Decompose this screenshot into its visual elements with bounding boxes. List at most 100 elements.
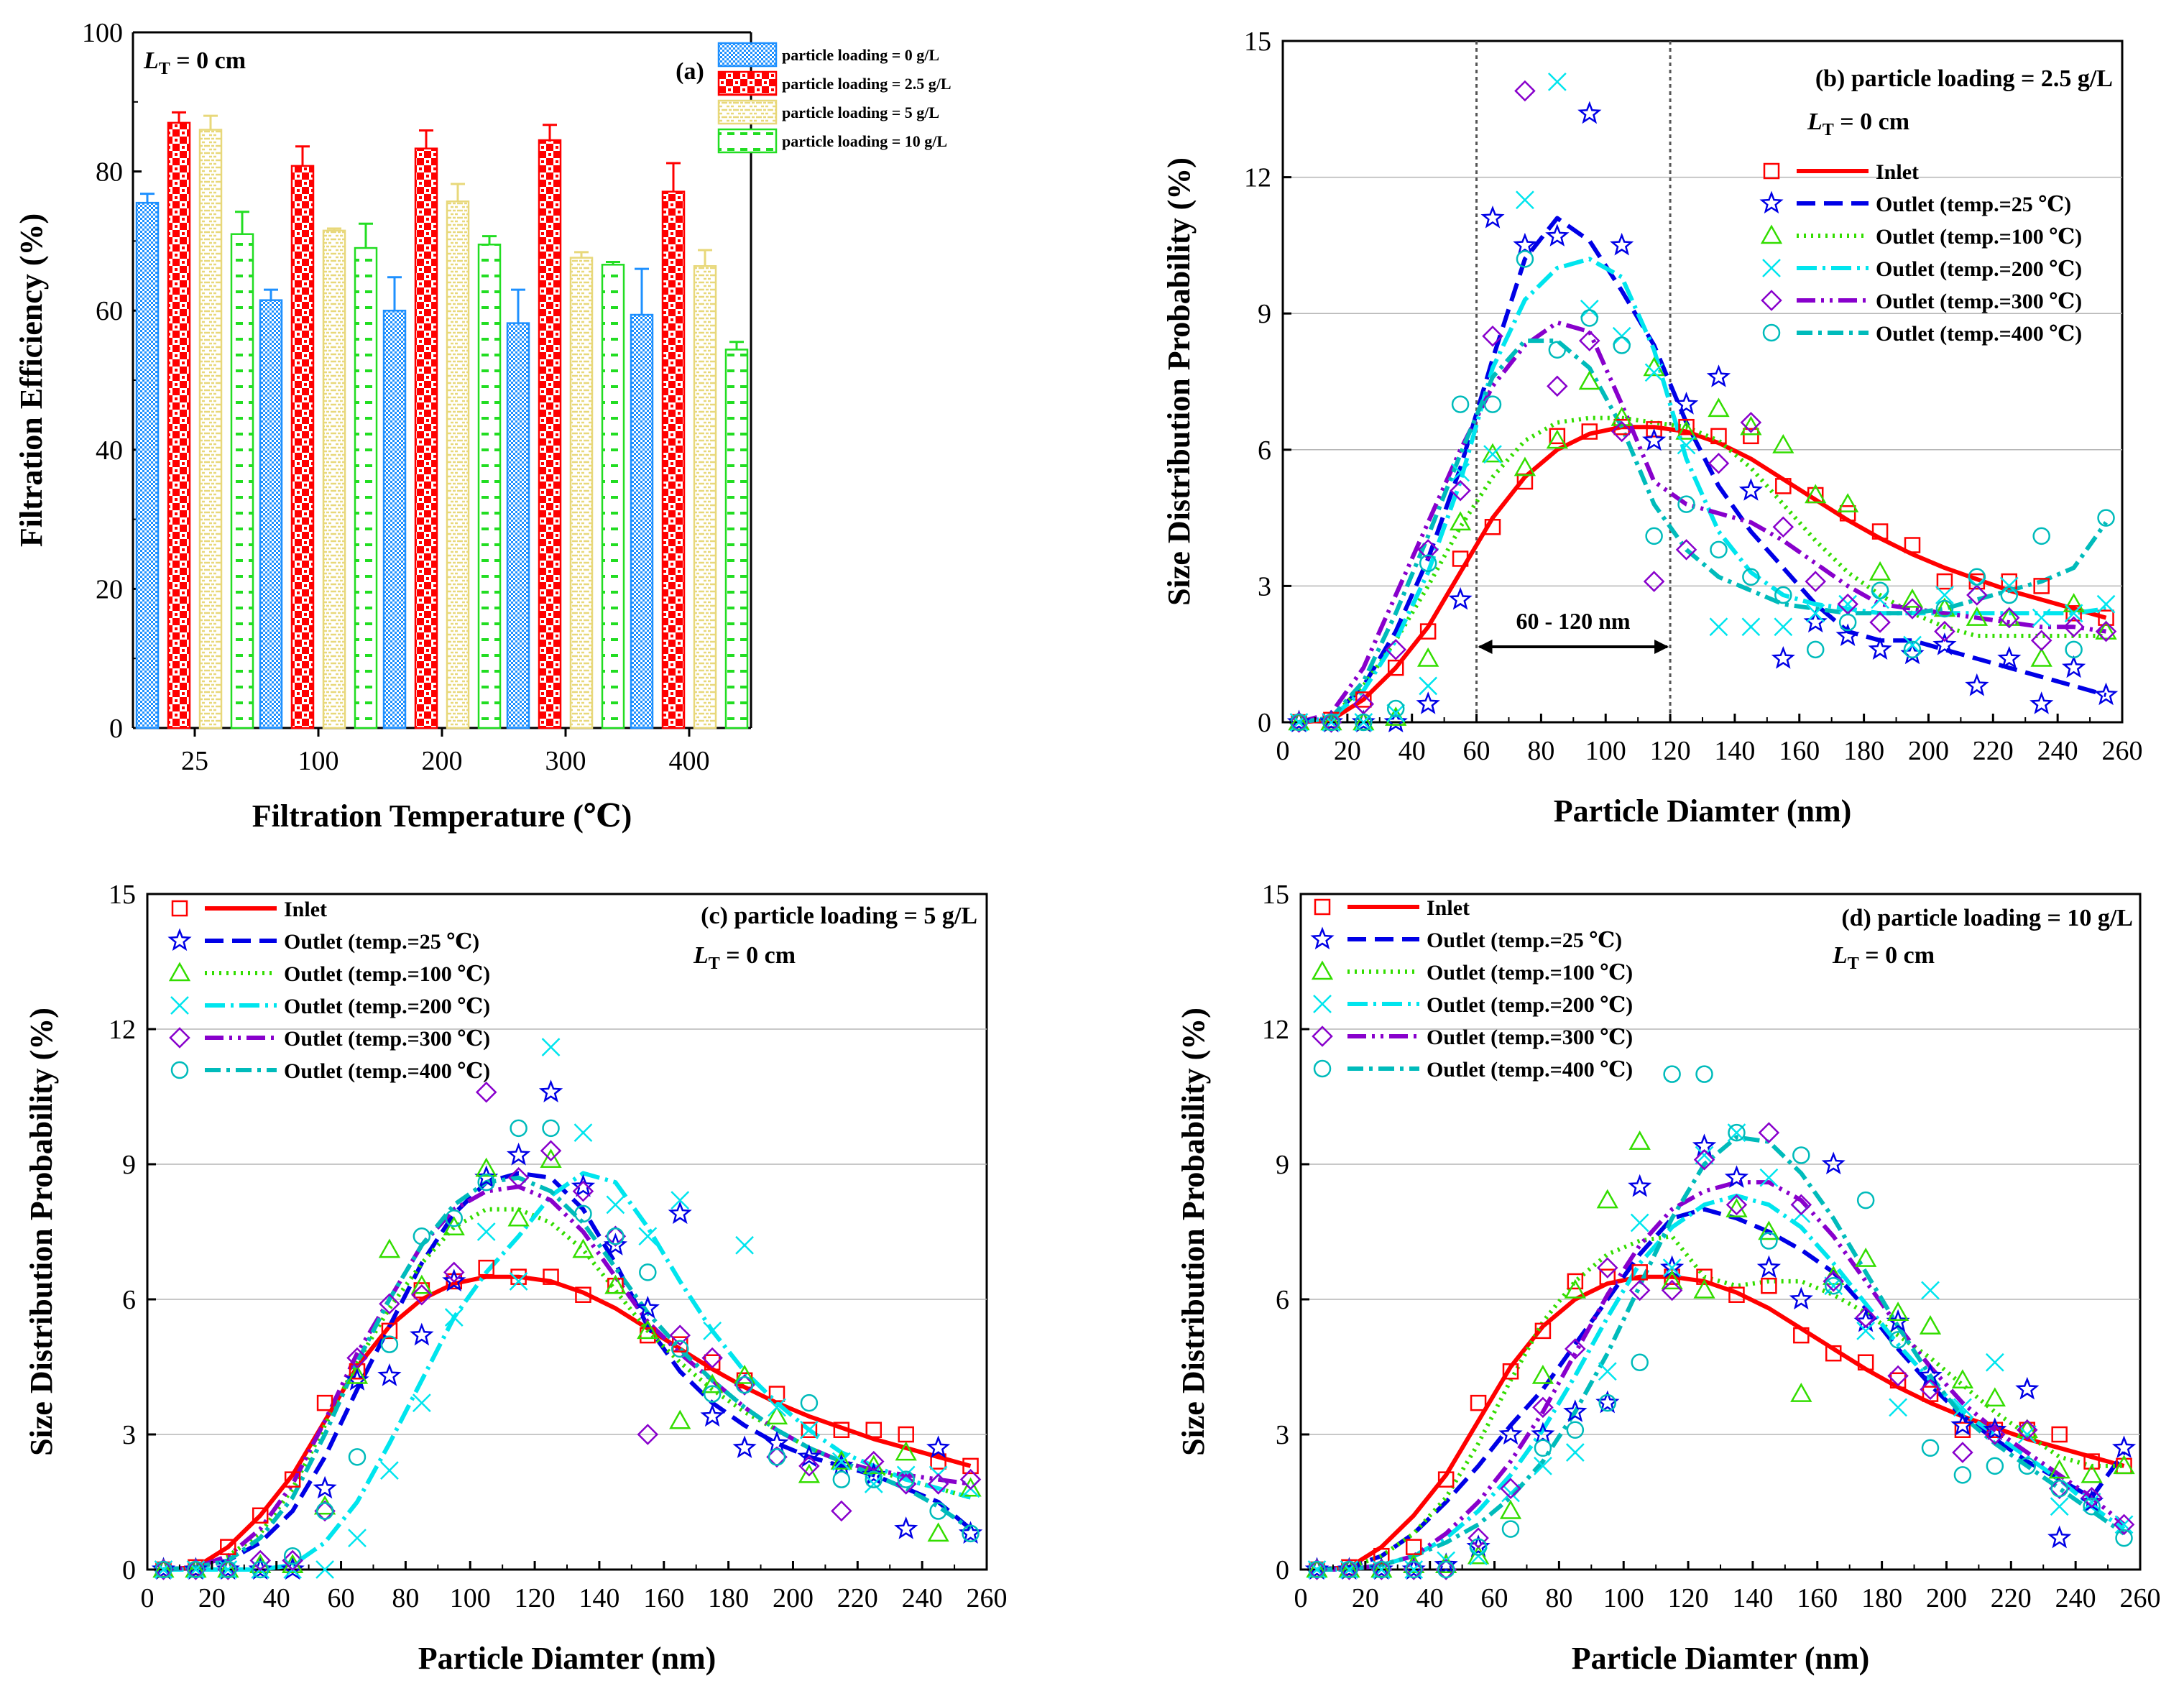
a-legend: particle loading = 0 g/L particle loading… <box>717 42 952 154</box>
data-point <box>1467 1527 1489 1549</box>
data-point <box>442 1268 466 1292</box>
a-y-tick-label: 60 <box>96 296 123 326</box>
data-point <box>638 1227 658 1246</box>
a-x-tick-label: 100 <box>298 746 339 776</box>
b-legend-label: Outlet (temp.=400 ℃) <box>1876 322 2082 346</box>
d-y-axis-title: Size Distribution Probability (%) <box>1176 1008 1211 1456</box>
data-point <box>1805 484 1827 504</box>
data-point <box>930 1453 946 1470</box>
a-bar <box>724 349 749 729</box>
data-point <box>1824 1276 1843 1295</box>
data-point <box>1435 1559 1457 1580</box>
data-point <box>2029 691 2054 714</box>
d-legend-label: Outlet (temp.=100 ℃) <box>1427 961 1633 985</box>
data-point <box>2083 1498 2101 1516</box>
d-condition-label: LT = 0 cm <box>1832 942 1935 973</box>
data-point <box>349 1363 366 1380</box>
c-y-axis-title: Size Distribution Probability (%) <box>24 1008 59 1456</box>
data-point <box>1451 395 1470 413</box>
b-y-tick-label: 12 <box>1244 163 1271 193</box>
b-x-tick-label: 0 <box>1276 736 1290 766</box>
d-legend-label: Outlet (temp.=400 ℃) <box>1427 1058 1633 1082</box>
data-point <box>1855 1307 1876 1328</box>
data-point <box>1803 609 1828 633</box>
data-point <box>443 1261 465 1284</box>
data-point <box>1419 554 1437 573</box>
a-bar <box>259 299 283 729</box>
b-x-tick-label: 240 <box>2037 736 2078 766</box>
data-point <box>542 1119 560 1138</box>
data-point <box>2032 527 2050 545</box>
data-point <box>1664 1268 1680 1285</box>
d-y-tick-label: 15 <box>1262 880 1289 910</box>
data-point <box>1728 1123 1746 1142</box>
b-legend-label: Inlet <box>1876 160 1919 184</box>
b-range-arrow-head-left <box>1478 640 1493 654</box>
data-point <box>2033 578 2050 594</box>
a-legend-label: particle loading = 5 g/L <box>782 103 939 121</box>
data-point <box>1565 1338 1586 1360</box>
data-point <box>445 1209 464 1227</box>
d-legend-label: Outlet (temp.=300 ℃) <box>1427 1026 1633 1049</box>
a-bar <box>354 246 378 729</box>
a-y-tick-label: 40 <box>96 436 123 466</box>
data-point <box>959 1468 982 1490</box>
c-x-tick-label: 220 <box>837 1583 878 1613</box>
data-point <box>1513 232 1537 256</box>
data-point <box>1417 539 1439 561</box>
data-point <box>1871 581 1889 599</box>
b-points <box>1286 72 2119 733</box>
b-legend-label: Outlet (temp.=25 ℃) <box>1876 193 2071 216</box>
data-point <box>734 1374 755 1396</box>
data-point <box>1774 617 1793 637</box>
a-legend-swatch <box>717 128 778 154</box>
data-point <box>1936 573 1953 590</box>
data-point <box>2113 1513 2135 1536</box>
data-point <box>1516 250 1534 268</box>
data-point <box>1373 1547 1390 1565</box>
data-point <box>1934 620 1955 642</box>
data-point <box>1631 1264 1648 1281</box>
data-point <box>1763 162 1780 180</box>
data-point <box>703 1385 722 1403</box>
data-point <box>507 1207 530 1227</box>
data-point <box>1514 80 1536 102</box>
b-x-tick-label: 80 <box>1527 736 1554 766</box>
data-point <box>282 1549 303 1572</box>
data-point <box>1499 1499 1522 1519</box>
data-point <box>1320 711 1342 733</box>
data-point <box>798 1463 821 1483</box>
c-x-tick-label: 60 <box>328 1583 355 1613</box>
d-legend-label: Inlet <box>1427 896 1470 920</box>
data-point <box>1953 1398 1972 1417</box>
data-point <box>2115 1529 2133 1547</box>
data-point <box>506 1143 531 1166</box>
d-x-tick-label: 40 <box>1416 1583 1444 1613</box>
b-series-line <box>1299 216 2107 724</box>
b-y-tick-label: 15 <box>1244 27 1271 57</box>
data-point <box>831 1500 852 1522</box>
data-point <box>1613 418 1630 436</box>
data-point <box>1871 523 1889 540</box>
data-point <box>1821 1151 1846 1175</box>
data-point <box>411 1284 433 1306</box>
a-legend-swatch <box>717 99 778 125</box>
data-point <box>1419 623 1437 640</box>
data-point <box>2015 1376 2040 1400</box>
c-legend: Inlet Outlet (temp.=25 ℃) Outlet (temp.=10… <box>167 898 490 1083</box>
a-x-ticks: 25 100 200 300 400 <box>181 728 710 776</box>
data-point <box>1838 594 1858 614</box>
data-point <box>1313 1059 1332 1078</box>
data-point <box>1646 421 1662 438</box>
d-series-line <box>1317 1135 2126 1572</box>
data-point <box>348 1448 367 1466</box>
b-legend-label: Outlet (temp.=300 ℃) <box>1876 290 2082 313</box>
d-x-tick-label: 180 <box>1861 1583 1902 1613</box>
data-point <box>378 1238 401 1258</box>
a-bar <box>135 201 160 729</box>
d-legend-label: Outlet (temp.=200 ℃) <box>1427 993 1633 1017</box>
data-point <box>1645 527 1663 545</box>
data-point <box>1706 364 1731 387</box>
data-point <box>1806 640 1825 659</box>
data-point <box>831 1452 851 1471</box>
